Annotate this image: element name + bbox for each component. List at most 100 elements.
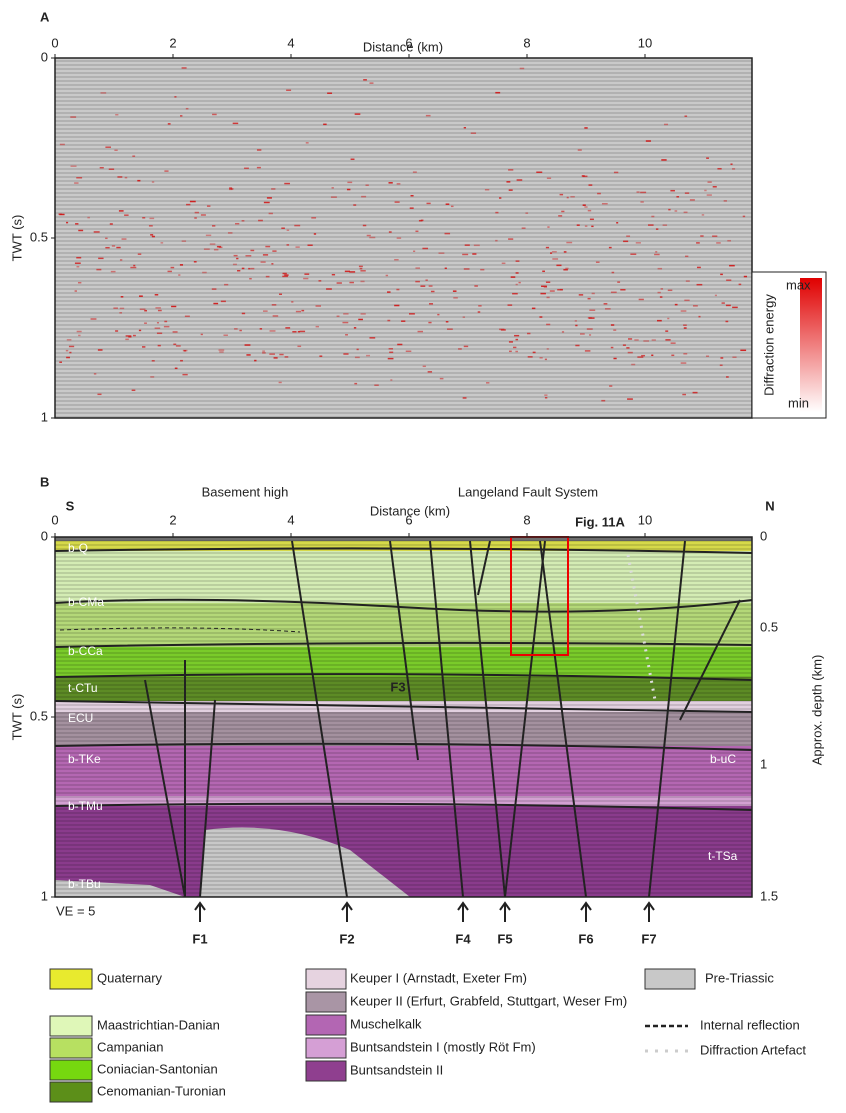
speck [75,223,79,225]
speck [93,373,97,375]
speck [182,373,188,376]
horizon-label: b-TMu [68,799,103,813]
speck [716,242,721,244]
speck [417,330,424,333]
speck [719,364,723,367]
speck [265,275,270,278]
speck [463,126,467,129]
speck [345,334,348,336]
speck [151,235,155,238]
speck [268,212,273,215]
speck [181,67,187,69]
speck [654,253,660,256]
speck [330,196,337,198]
speck [463,268,470,270]
speck [301,309,305,312]
speck [356,348,359,351]
speck [670,189,675,192]
speck [354,356,360,359]
speck [369,337,376,339]
x-tick-label: 8 [523,35,530,50]
speck [584,206,588,208]
speck [109,223,113,225]
speck [256,149,262,151]
speck [645,140,651,142]
speck [464,244,470,246]
speck [730,163,733,165]
speck [742,215,746,218]
speck [547,226,550,228]
speck [463,345,469,348]
speck [241,312,246,315]
x-tick-label: 6 [405,35,412,50]
speck [315,305,322,307]
speck [692,305,698,307]
speck [354,113,361,115]
speck [580,333,585,335]
direction: N [765,498,774,513]
speck [655,251,658,253]
speck [665,339,671,341]
speck [453,297,458,299]
speck [193,261,197,263]
legend-label: Muschelkalk [350,1016,422,1031]
speck [265,245,271,248]
speck [610,346,614,349]
speck [714,294,717,297]
speck [420,219,424,222]
speck [173,343,177,346]
speck [156,332,163,335]
speck [676,196,680,198]
speck [323,123,327,126]
speck [343,313,349,315]
speck [236,257,239,260]
speck [545,281,551,283]
speck [546,348,549,350]
speck [720,273,723,276]
speck [597,192,601,195]
speck [361,195,367,198]
speck [420,285,426,287]
speck [66,221,69,224]
legend-label: Cenomanian-Turonian [97,1083,226,1098]
horizon-label: b-TKe [68,752,101,766]
speck [336,315,340,318]
speck [284,182,290,185]
speck [566,196,569,199]
speck [641,354,646,357]
speck [59,213,65,216]
speck [546,296,550,299]
speck [683,324,687,326]
speck [495,211,499,214]
diffraction-points [58,67,748,402]
speck [303,277,309,280]
speck [640,201,644,203]
speck [584,127,588,129]
legend-swatch [49,1081,93,1103]
speck [655,228,659,230]
speck [484,189,490,191]
speck [105,246,110,249]
speck [244,344,251,346]
y2-tick-label: 1.5 [760,888,778,903]
speck [369,236,376,239]
speck [174,96,177,98]
speck [269,353,275,355]
speck [543,286,548,288]
speck [151,181,155,183]
speck [220,300,226,303]
speck [229,187,233,189]
speck [616,222,619,224]
speck [637,356,644,358]
speck [157,344,161,347]
speck [144,322,147,324]
speck [689,199,695,201]
speck [286,229,290,231]
speck [358,318,363,321]
speck [462,397,467,399]
speck [353,204,357,206]
speck [617,281,621,283]
speck [611,271,615,274]
speck [125,338,129,341]
speck [118,210,124,212]
